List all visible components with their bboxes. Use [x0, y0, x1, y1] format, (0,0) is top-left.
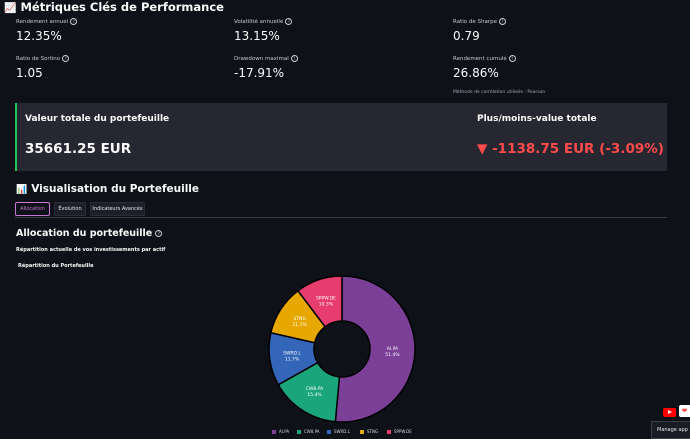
slice-label-name: SWRD.L — [283, 351, 301, 357]
slice-label-percent: 10.3% — [319, 302, 334, 308]
legend-label: STNG — [367, 429, 379, 434]
metric-value-cumulative-return: 26.86% — [453, 66, 499, 80]
heart-icon[interactable]: ❤ — [679, 405, 690, 417]
allocation-title: Allocation du portefeuille? — [16, 228, 163, 239]
legend-label: CW8.PA — [304, 429, 320, 434]
metric-label-annual-return: Rendement annuel? — [16, 18, 78, 25]
pie-slice-ai-pa[interactable] — [334, 275, 416, 423]
metric-label-volatility: Volatilité annuelle? — [234, 18, 293, 25]
portfolio-summary-card: Valeur totale du portefeuille 35661.25 E… — [15, 103, 667, 171]
tab-allocation[interactable]: Allocation — [15, 202, 50, 216]
legend-swatch — [360, 430, 364, 434]
help-icon[interactable]: ? — [498, 18, 506, 25]
youtube-icon[interactable] — [663, 408, 676, 417]
pnl-label: Plus/moins-value totale — [477, 114, 597, 124]
metric-value-annual-return: 12.35% — [16, 29, 62, 43]
legend-label: SWRD.L — [334, 429, 350, 434]
help-icon[interactable]: ? — [290, 55, 298, 62]
tabs-divider — [15, 217, 667, 218]
metric-label-cumulative-return: Rendement cumulé? — [453, 55, 516, 62]
total-value: 35661.25 EUR — [25, 141, 132, 157]
help-icon[interactable]: ? — [508, 55, 516, 62]
legend-swatch — [387, 430, 391, 434]
slice-label-name: CW8.PA — [306, 386, 324, 392]
legend-label: SPPW.DE — [394, 429, 412, 434]
manage-app-button[interactable]: Manage app — [651, 421, 690, 439]
correlation-note: Méthode de corrélation utilisée : Pearso… — [453, 90, 546, 95]
metric-label-sharpe: Ratio de Sharpe? — [453, 18, 506, 25]
metric-value-volatility: 13.15% — [234, 29, 280, 43]
allocation-subtitle: Répartition actuelle de vos investisseme… — [16, 247, 166, 253]
slice-label-percent: 11.1% — [292, 322, 307, 328]
help-icon[interactable]: ? — [155, 230, 163, 237]
metric-label-sortino: Ratio de Sortino? — [16, 55, 70, 62]
visualisation-title: 📊 Visualisation du Portefeuille — [16, 183, 200, 195]
metric-value-sortino: 1.05 — [16, 66, 43, 80]
chart-increasing-icon: 📈 — [4, 3, 17, 14]
help-icon[interactable]: ? — [62, 55, 70, 62]
bar-chart-icon: 📊 — [16, 185, 28, 195]
legend-item[interactable]: SWRD.L — [327, 429, 350, 434]
total-value-label: Valeur totale du portefeuille — [25, 114, 170, 124]
slice-label-name: AI.PA — [387, 346, 399, 352]
tab-advanced-indicators[interactable]: Indicateurs Avancés — [90, 202, 145, 216]
legend-item[interactable]: CW8.PA — [297, 429, 319, 434]
slice-label-name: SPPW.DE — [316, 296, 336, 302]
legend-swatch — [272, 430, 276, 434]
metric-value-sharpe: 0.79 — [453, 29, 480, 43]
help-icon[interactable]: ? — [70, 18, 78, 25]
slice-label-name: STNG — [293, 316, 306, 322]
chart-title: Répartition du Portefeuille — [18, 263, 94, 269]
legend-swatch — [327, 430, 331, 434]
legend-item[interactable]: AI.PA — [272, 429, 289, 434]
metric-value-drawdown: -17.91% — [234, 66, 285, 80]
legend-item[interactable]: STNG — [360, 429, 378, 434]
help-icon[interactable]: ? — [285, 18, 293, 25]
legend-swatch — [297, 430, 301, 434]
slice-label-percent: 11.7% — [285, 357, 300, 363]
metric-label-drawdown: Drawdown maximal? — [234, 55, 298, 62]
legend-label: AI.PA — [279, 429, 290, 434]
slice-label-percent: 51.4% — [385, 352, 400, 358]
slice-label-percent: 15.4% — [307, 392, 322, 398]
tab-evolution[interactable]: Évolution — [54, 202, 86, 216]
metrics-section-title: 📈 Métriques Clés de Performance — [4, 0, 224, 14]
pnl-value: ▼ -1138.75 EUR (-3.09%) — [477, 141, 664, 157]
pie-slice-sppw-de[interactable] — [296, 275, 343, 328]
legend-item[interactable]: SPPW.DE — [387, 429, 412, 434]
